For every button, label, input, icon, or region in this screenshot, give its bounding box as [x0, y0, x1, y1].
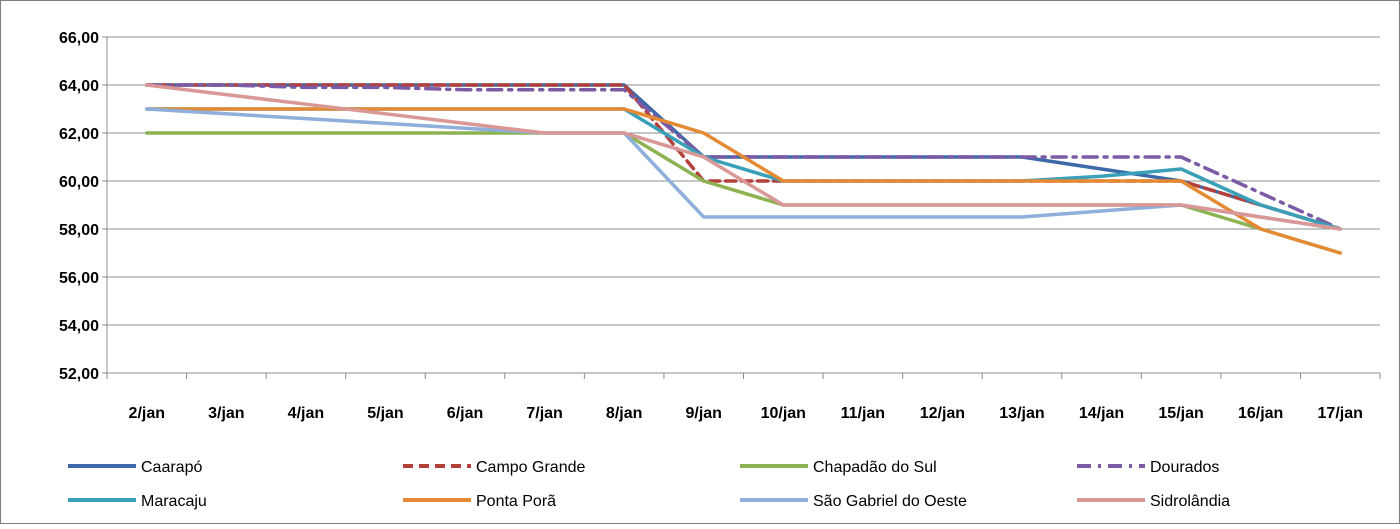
- series-line: [145, 83, 1342, 231]
- legend-label: Chapadão do Sul: [813, 459, 937, 476]
- legend-label: São Gabriel do Oeste: [813, 493, 967, 510]
- legend-label: Ponta Porã: [476, 493, 556, 510]
- y-tick-label: 56,00: [59, 270, 99, 287]
- x-tick-label: 17/jan: [1318, 405, 1363, 422]
- y-tick-label: 58,00: [59, 222, 99, 239]
- x-tick-label: 8/jan: [606, 405, 642, 422]
- x-tick-label: 13/jan: [999, 405, 1044, 422]
- x-tick-label: 9/jan: [685, 405, 721, 422]
- legend-label: Campo Grande: [476, 459, 585, 476]
- legend-label: Maracaju: [141, 493, 207, 510]
- series-lines: [145, 83, 1342, 255]
- series-line: [145, 131, 1342, 255]
- y-tick-label: 62,00: [59, 126, 99, 143]
- x-tick-label: 3/jan: [208, 405, 244, 422]
- y-tick-label: 64,00: [59, 78, 99, 95]
- legend-label: Caarapó: [141, 459, 202, 476]
- legend-label: Sidrolândia: [1150, 493, 1230, 510]
- x-tick-label: 4/jan: [288, 405, 324, 422]
- series-line: [145, 107, 1342, 231]
- y-tick-label: 60,00: [59, 174, 99, 191]
- x-tick-label: 14/jan: [1079, 405, 1124, 422]
- x-tick-label: 2/jan: [129, 405, 165, 422]
- series-line: [145, 107, 1342, 231]
- x-tick-label: 15/jan: [1158, 405, 1203, 422]
- x-tick-label: 16/jan: [1238, 405, 1283, 422]
- x-tick-label: 7/jan: [526, 405, 562, 422]
- x-tick-label: 6/jan: [447, 405, 483, 422]
- legend-label: Dourados: [1150, 459, 1219, 476]
- x-tick-label: 10/jan: [761, 405, 806, 422]
- legend: Caarapó Campo Grande Chapadão do Sul Dourad…: [68, 459, 1230, 510]
- x-tick-label: 12/jan: [920, 405, 965, 422]
- y-tick-label: 54,00: [59, 318, 99, 335]
- x-tick-label: 11/jan: [841, 405, 885, 422]
- x-tick-label: 5/jan: [367, 405, 403, 422]
- y-tick-label: 66,00: [59, 30, 99, 47]
- y-tick-label: 52,00: [59, 366, 99, 383]
- axes: 52,00 54,00 56,00 58,00 60,00 62,00 64,00 66,00…: [59, 30, 1381, 422]
